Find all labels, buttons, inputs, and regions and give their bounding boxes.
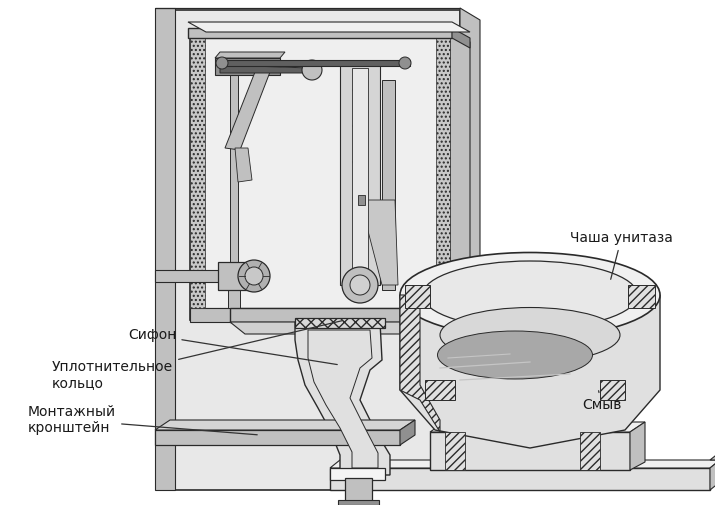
Polygon shape [630,422,645,470]
Polygon shape [330,468,385,480]
Circle shape [238,260,270,292]
Polygon shape [358,195,365,205]
Circle shape [353,123,359,129]
Circle shape [353,87,359,93]
Polygon shape [360,200,398,285]
Polygon shape [230,60,238,290]
Polygon shape [430,422,645,432]
Text: Смыв: Смыв [582,391,621,412]
Polygon shape [450,308,470,334]
Polygon shape [430,432,630,470]
Circle shape [353,195,359,201]
Polygon shape [340,65,380,285]
Circle shape [357,177,363,183]
Polygon shape [155,420,415,430]
Polygon shape [330,460,715,468]
Ellipse shape [423,261,638,329]
Polygon shape [165,10,460,490]
Polygon shape [400,295,660,448]
Polygon shape [230,308,430,322]
Circle shape [245,267,263,285]
Polygon shape [200,38,440,308]
Circle shape [399,57,411,69]
Circle shape [216,57,228,69]
Circle shape [357,213,363,219]
Ellipse shape [438,331,593,379]
Polygon shape [452,28,470,48]
Polygon shape [225,72,270,150]
Polygon shape [228,268,240,308]
Polygon shape [215,58,280,75]
Circle shape [302,60,322,80]
Polygon shape [190,38,205,308]
Polygon shape [230,322,430,334]
Polygon shape [600,380,625,400]
Text: Уплотнительное
кольцо: Уплотнительное кольцо [52,321,342,390]
Polygon shape [190,30,450,320]
Polygon shape [710,452,715,460]
Polygon shape [436,38,450,308]
Polygon shape [188,22,470,32]
Polygon shape [295,318,385,328]
Polygon shape [330,468,710,490]
Polygon shape [218,60,410,66]
Text: Сифон: Сифон [128,328,337,365]
Polygon shape [188,28,452,38]
Polygon shape [628,285,655,308]
Circle shape [353,159,359,165]
Text: Монтажный
кронштейн: Монтажный кронштейн [28,405,257,435]
Polygon shape [215,52,285,58]
Ellipse shape [440,308,620,363]
Polygon shape [155,8,175,490]
Polygon shape [352,68,368,280]
Polygon shape [460,8,480,490]
Circle shape [342,267,378,303]
Polygon shape [345,478,372,505]
Polygon shape [220,65,310,73]
Polygon shape [155,270,235,282]
Polygon shape [338,500,379,505]
Polygon shape [580,432,600,470]
Polygon shape [710,460,715,490]
Polygon shape [400,420,415,445]
Ellipse shape [400,252,660,337]
Polygon shape [190,308,450,322]
Polygon shape [405,285,430,308]
Circle shape [357,141,363,147]
Polygon shape [425,380,455,400]
Polygon shape [382,80,395,290]
Circle shape [350,275,370,295]
Text: Чаша унитаза: Чаша унитаза [570,231,673,279]
Polygon shape [450,30,470,322]
Polygon shape [295,322,390,475]
Polygon shape [308,330,378,468]
Polygon shape [400,295,440,432]
Circle shape [357,105,363,111]
Polygon shape [445,432,465,470]
Polygon shape [218,262,255,290]
Polygon shape [155,430,400,445]
Polygon shape [235,148,252,182]
